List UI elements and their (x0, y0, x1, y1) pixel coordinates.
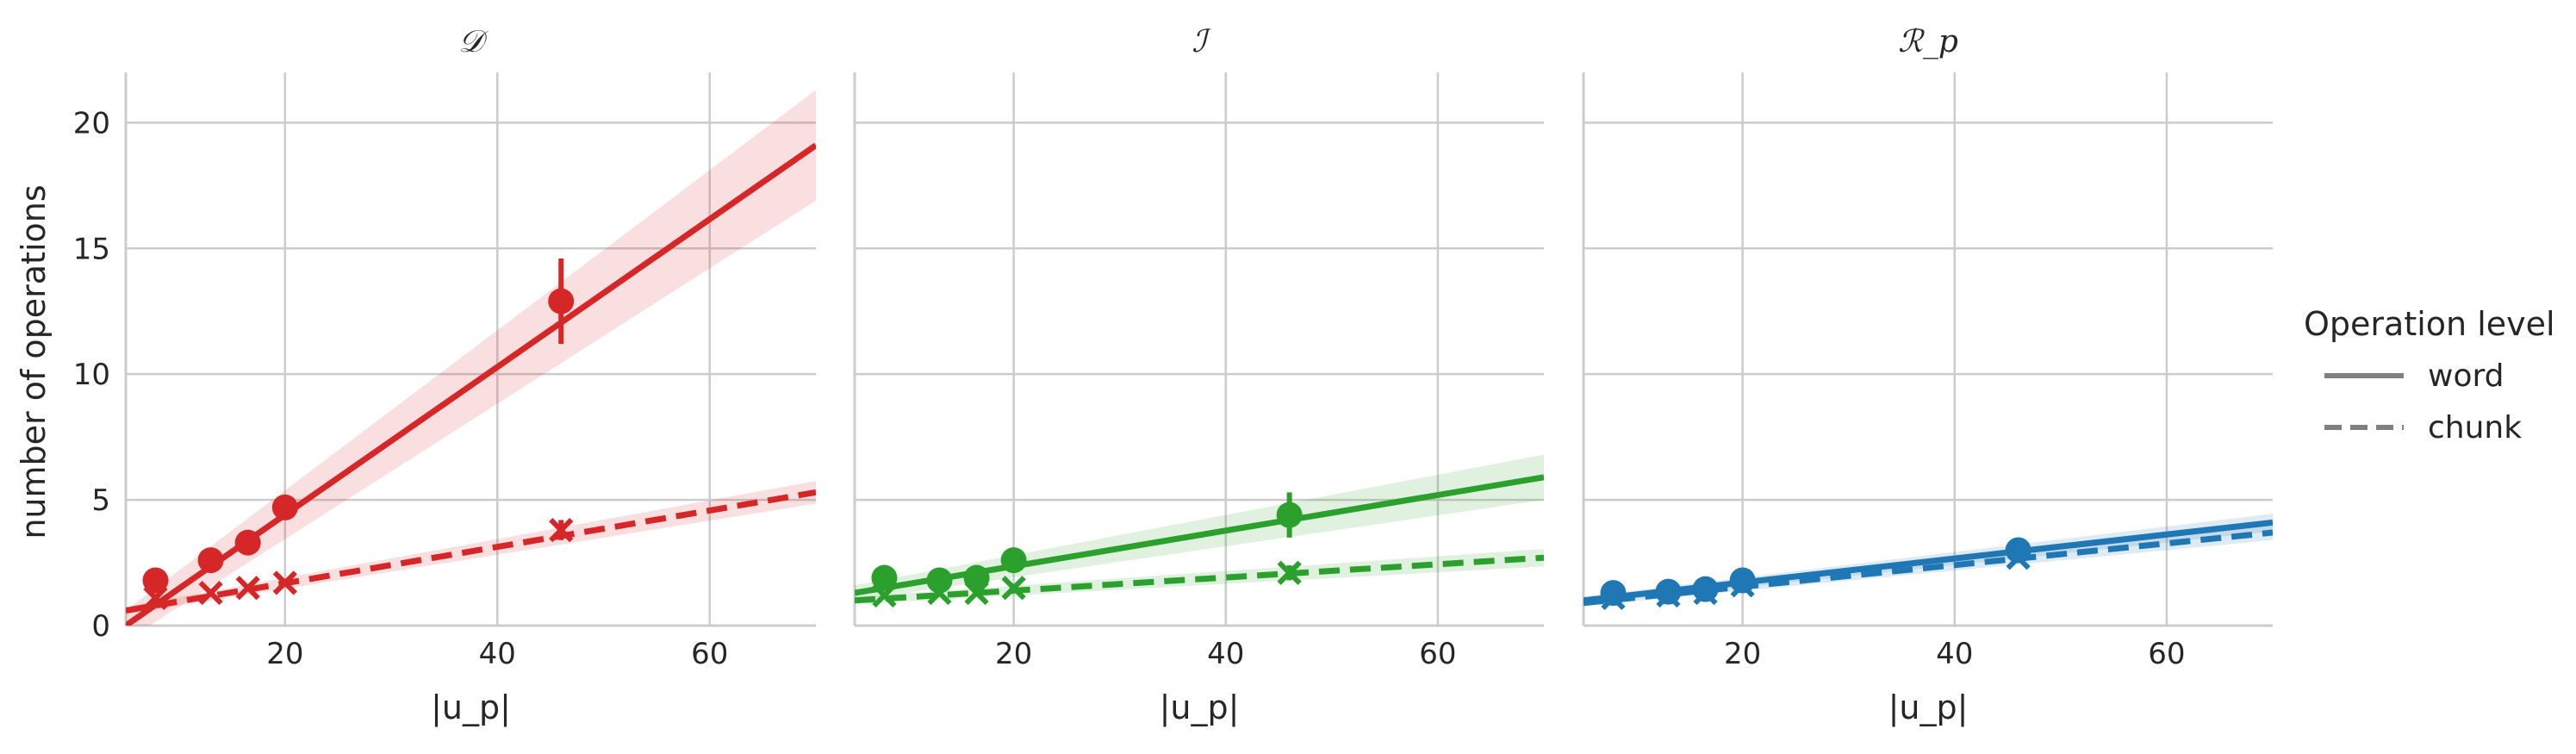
y-tick-label: 15 (73, 232, 110, 266)
data-point-word (271, 494, 298, 520)
data-point-word (197, 547, 224, 574)
data-point-chunk (1693, 580, 1718, 606)
y-tick-label: 5 (91, 483, 110, 518)
data-point-chunk (143, 585, 168, 611)
data-point-chunk (198, 580, 223, 606)
data-point-chunk (927, 580, 952, 606)
data-point-chunk (549, 517, 574, 543)
data-point-word (1729, 567, 1756, 594)
facet-panels: 20 40 60 0 5 10 15 20 𝒟 |u_p| 20 40 60 ℐ |u_p| 20 40 60 ℛ_… (73, 24, 2273, 727)
x-tick-label: 40 (479, 637, 516, 671)
data-point-word (234, 529, 261, 556)
legend-title: Operation level (2304, 305, 2555, 343)
x-tick-label: 20 (1724, 637, 1761, 671)
data-point-word (1692, 576, 1719, 602)
data-point-chunk (235, 576, 260, 601)
y-tick-label: 20 (73, 106, 110, 140)
data-point-word (142, 567, 169, 594)
data-point-word (1655, 578, 1682, 605)
plot-area (855, 454, 1544, 605)
legend-item-word: word (2324, 358, 2504, 394)
x-tick-label: 60 (2148, 637, 2185, 671)
y-tick-label: 0 (91, 609, 110, 644)
panel-title: 𝒟 (458, 24, 488, 59)
y-axis-label: number of operations (15, 184, 53, 539)
data-point-word (871, 564, 898, 591)
data-point-chunk (872, 583, 897, 608)
data-point-chunk (1601, 585, 1626, 611)
confidence-band-word (126, 90, 816, 626)
data-point-word (548, 288, 575, 315)
panel-2: 20 40 60 ℐ |u_p| (853, 24, 1544, 727)
fit-line-chunk (1584, 529, 2273, 607)
data-point-word (1276, 502, 1303, 528)
data-point-chunk (2006, 545, 2031, 570)
y-tick-label: 10 (73, 358, 110, 392)
x-tick-label: 60 (691, 637, 728, 671)
panel-title: ℐ (1192, 24, 1212, 59)
data-point-chunk (964, 580, 989, 606)
fit-line-chunk (126, 489, 816, 614)
x-tick-label: 40 (1207, 637, 1244, 671)
data-point-word (1600, 580, 1627, 607)
x-tick-label: 60 (1419, 637, 1456, 671)
legend-label-word: word (2428, 358, 2504, 394)
data-point-word (1000, 547, 1027, 574)
legend-item-chunk: chunk (2324, 410, 2522, 446)
legend: Operation level word chunk (2304, 305, 2555, 446)
plot-area (126, 90, 816, 626)
x-tick-label: 40 (1936, 637, 1973, 671)
x-tick-label: 20 (266, 637, 303, 671)
data-point-chunk (272, 570, 297, 595)
x-axis-label: |u_p| (1160, 689, 1240, 727)
data-point-chunk (1730, 573, 1755, 598)
x-axis-label: |u_p| (431, 689, 511, 727)
panel-3: 20 40 60 ℛ_p |u_p| (1582, 24, 2273, 727)
fit-line-chunk (855, 554, 1544, 604)
data-point-chunk (1001, 576, 1026, 601)
data-point-chunk (1656, 583, 1681, 608)
data-point-chunk (1277, 560, 1302, 585)
plot-area (1584, 514, 2273, 607)
x-axis-label: |u_p| (1888, 689, 1969, 727)
x-tick-label: 20 (995, 637, 1032, 671)
panel-title: ℛ_p (1898, 24, 1958, 59)
panel-1: 20 40 60 0 5 10 15 20 𝒟 |u_p| (73, 24, 816, 727)
legend-label-chunk: chunk (2428, 410, 2522, 446)
data-point-word (2005, 537, 2032, 564)
